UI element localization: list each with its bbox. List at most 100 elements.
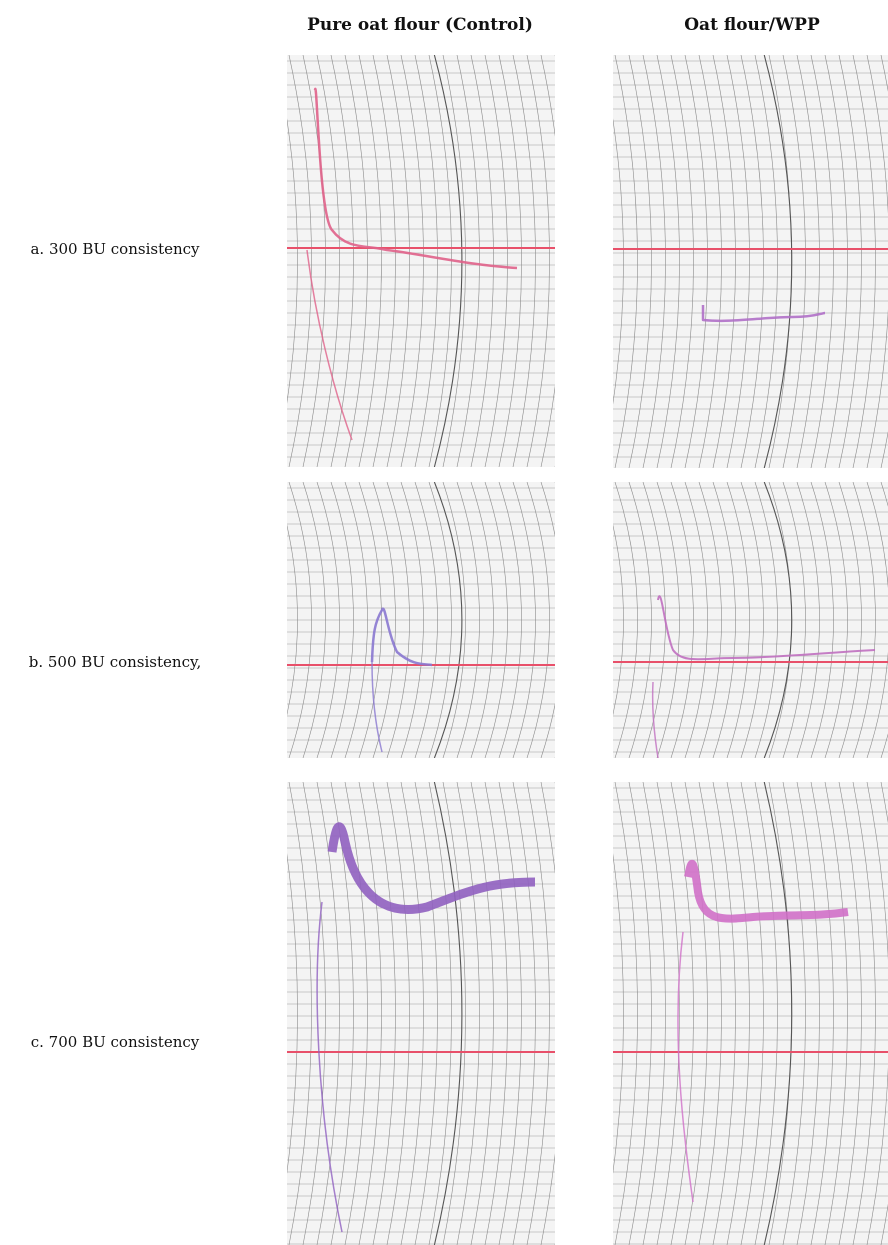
column-header: Oat flour/WPP — [684, 15, 820, 35]
grid-arc — [810, 55, 834, 468]
grid-arc — [526, 55, 550, 467]
grid-arc — [302, 55, 326, 467]
grid-arc — [316, 55, 340, 467]
grid-arc — [587, 482, 610, 758]
chart-panel — [573, 55, 888, 468]
grid-arc — [554, 55, 555, 467]
grid-arc — [628, 482, 652, 758]
grid-arc — [358, 482, 382, 758]
grid-arc — [838, 482, 862, 758]
grid-arc — [810, 782, 834, 1245]
grid-arc — [316, 482, 340, 758]
chart-panel — [573, 782, 888, 1245]
grid-arc — [613, 524, 624, 716]
grid-arc — [573, 55, 596, 468]
grid-arc — [670, 482, 694, 758]
grid-arc — [400, 782, 424, 1245]
row-label: c. 700 BU consistency — [31, 1033, 200, 1051]
grid-arc — [442, 55, 466, 467]
grid-arc — [838, 782, 862, 1245]
grid-arc — [386, 482, 410, 758]
panel-background — [287, 782, 555, 1245]
grid-arc — [573, 482, 596, 758]
grid-arc — [810, 482, 834, 758]
grid-arc — [484, 482, 508, 758]
grid-arc — [613, 118, 624, 405]
grid-arc — [358, 55, 382, 467]
grid-arc — [670, 55, 694, 468]
grid-arc — [824, 782, 848, 1245]
grid-arc — [712, 482, 736, 758]
grid-arc — [613, 853, 624, 1174]
grid-arc — [302, 482, 326, 758]
grid-arc — [866, 55, 888, 468]
grid-arc — [414, 482, 438, 758]
grid-arc — [642, 782, 666, 1245]
grid-arc — [261, 482, 284, 758]
grid-arc — [782, 55, 806, 468]
grid-arc — [470, 55, 494, 467]
grid-arc — [866, 482, 888, 758]
consistency-trace — [370, 607, 433, 667]
grid-arc — [656, 55, 680, 468]
grid-arc — [261, 55, 284, 467]
panel-background — [287, 55, 555, 467]
grid-arc — [614, 782, 638, 1245]
consistency-trace — [313, 87, 518, 270]
grid-arc — [316, 782, 340, 1245]
grid-arc — [372, 482, 396, 758]
grid-arc — [247, 482, 270, 758]
row-label: a. 300 BU consistency — [30, 240, 200, 258]
grid-arc — [573, 782, 596, 1245]
grid-arc — [796, 55, 820, 468]
panel-background — [613, 782, 888, 1245]
grid-arc — [852, 782, 876, 1245]
grid-arc — [428, 782, 452, 1245]
grid-arc — [386, 782, 410, 1245]
row-label: b. 500 BU consistency, — [29, 653, 201, 671]
grid-arc — [569, 55, 592, 467]
grid-arc — [782, 782, 806, 1245]
grid-arc-major — [433, 782, 463, 1245]
grid-arc-major — [433, 482, 463, 758]
grid-arc — [498, 55, 522, 467]
grid-arc — [852, 482, 876, 758]
grid-arc — [330, 482, 354, 758]
grid-arc — [456, 55, 480, 467]
grid-arc — [526, 782, 550, 1245]
grid-arc — [726, 55, 750, 468]
grid-arc — [754, 782, 778, 1245]
grid-arc — [287, 524, 298, 716]
grid-arc — [540, 782, 555, 1245]
grid-arc — [456, 482, 480, 758]
grid-arc — [569, 782, 592, 1245]
grid-arc — [526, 482, 550, 758]
grid-arc — [302, 782, 326, 1245]
grid-arc — [628, 55, 652, 468]
grid-arc-major — [763, 482, 793, 758]
grid-arc — [642, 55, 666, 468]
trace-tail — [651, 681, 659, 758]
grid-arc — [498, 782, 522, 1245]
grid-arc — [428, 482, 452, 758]
grid-arc — [614, 55, 638, 468]
grid-arc — [740, 482, 764, 758]
grid-arc — [344, 55, 368, 467]
grid-arc — [358, 782, 382, 1245]
grid-arc — [754, 55, 778, 468]
grid-arc — [288, 55, 312, 467]
grid-arc — [684, 482, 708, 758]
grid-arc — [656, 482, 680, 758]
column-header: Pure oat flour (Control) — [307, 15, 533, 35]
consistency-trace — [657, 595, 876, 661]
grid-arc — [726, 782, 750, 1245]
grid-arc — [344, 782, 368, 1245]
grid-arc — [698, 55, 722, 468]
grid-arc — [726, 482, 750, 758]
consistency-trace — [701, 305, 826, 323]
grid-arc — [456, 782, 480, 1245]
grid-arc — [247, 55, 270, 467]
grid-arc — [484, 782, 508, 1245]
grid-arc — [796, 482, 820, 758]
